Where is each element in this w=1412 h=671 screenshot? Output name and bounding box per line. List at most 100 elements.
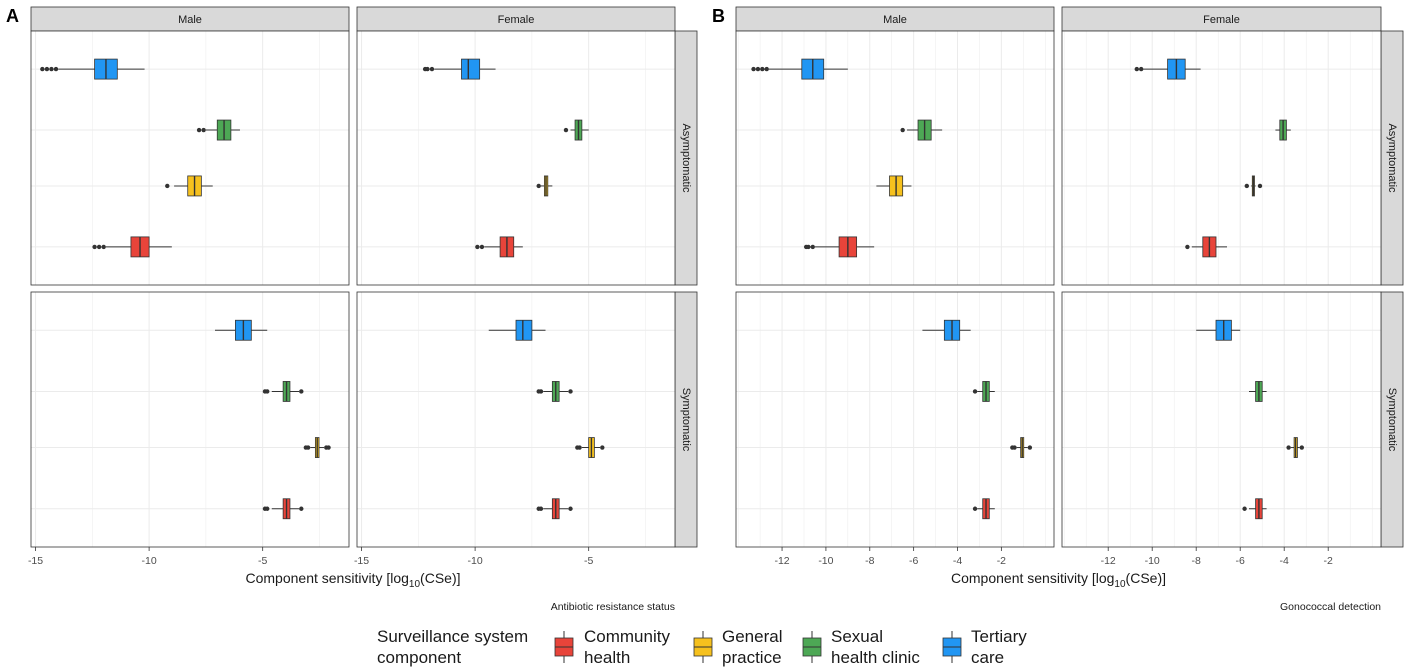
x-axis-title-main: Component sensitivity [log: [246, 570, 409, 586]
legend-label-line2: care: [971, 648, 1004, 667]
outlier-point: [600, 445, 605, 450]
box-sexual-health-clinic: [972, 381, 995, 402]
strip-label-female: Female: [1203, 14, 1240, 26]
outlier-point: [49, 66, 54, 72]
x-axis-title-tail: (CSe)]: [420, 570, 460, 586]
box-community-health: [803, 236, 875, 258]
box-community-health: [262, 498, 304, 520]
box-general-practice: [303, 437, 331, 458]
box-community-health: [475, 236, 523, 258]
panel-female-asymptomatic: [356, 30, 676, 286]
x-tick-label: -10: [818, 555, 833, 567]
panel-border: [30, 291, 350, 548]
box-general-practice: [165, 175, 213, 197]
box-sexual-health-clinic: [563, 119, 589, 141]
panel-male-symptomatic: [30, 291, 350, 548]
box-sexual-health-clinic: [1249, 381, 1267, 402]
outlier-point: [262, 506, 268, 511]
legend-title-line1: Surveillance system: [377, 627, 528, 646]
outlier-point: [751, 66, 756, 72]
box-sexual-health-clinic: [262, 381, 304, 402]
outlier-point: [201, 127, 206, 133]
outlier-point: [1244, 183, 1250, 189]
panel-background: [31, 31, 349, 285]
box-tertiary-care: [214, 319, 268, 341]
x-axis-title-tail: (CSe)]: [1126, 570, 1166, 586]
legend-item-general-practice[interactable]: General practice: [693, 627, 782, 667]
x-tick-label: -10: [142, 555, 157, 567]
outlier-point: [299, 389, 304, 394]
x-axis-title-main: Component sensitivity [log: [951, 570, 1114, 586]
chart-a: A Male Female Asymptomatic Symptomatic -15 -10…: [6, 6, 698, 613]
panel-male-asymptomatic: [735, 30, 1055, 286]
outlier-point: [303, 445, 309, 450]
outlier-point: [810, 244, 815, 250]
x-tick-label: -4: [1280, 555, 1289, 567]
outlier-point: [536, 506, 541, 511]
x-tick-label: -15: [354, 555, 369, 567]
box-general-practice: [575, 437, 605, 458]
box-general-practice: [1010, 437, 1033, 458]
box-community-health: [92, 236, 172, 258]
box-general-practice: [536, 175, 553, 197]
x-tick-label: -8: [865, 555, 874, 567]
outlier-point: [1299, 445, 1305, 450]
x-axis-title: Component sensitivity [log10(CSe)]: [951, 570, 1166, 590]
x-axis-title-subscript: 10: [409, 579, 421, 590]
x-tick-label: -6: [909, 555, 918, 567]
panel-border: [735, 30, 1055, 286]
box-tertiary-care: [751, 58, 848, 80]
outlier-point: [1010, 445, 1015, 450]
box-community-health: [1185, 236, 1227, 258]
strip-label-male: Male: [178, 14, 202, 26]
outlier-point: [755, 66, 761, 72]
outlier-point: [326, 445, 331, 450]
strip-label-female: Female: [498, 14, 535, 26]
legend-item-tertiary-care[interactable]: Tertiary care: [942, 627, 1027, 667]
legend-label-line2: health: [584, 648, 630, 667]
panel-male-symptomatic: [735, 291, 1055, 548]
legend-label-line1: Community: [584, 627, 670, 646]
outlier-point: [1027, 445, 1033, 450]
box-community-health: [536, 498, 573, 520]
outlier-point: [972, 506, 978, 511]
outlier-point: [536, 183, 541, 189]
box-general-practice: [876, 175, 912, 197]
outlier-point: [422, 66, 428, 72]
x-tick-label: -12: [1101, 555, 1116, 567]
box-sexual-health-clinic: [196, 119, 240, 141]
outlier-point: [760, 66, 765, 72]
x-tick-label: -8: [1192, 555, 1201, 567]
strip-label-asymptomatic: Asymptomatic: [1386, 123, 1398, 193]
legend-label-line1: Sexual: [831, 627, 883, 646]
outlier-point: [40, 66, 45, 72]
panel-background: [31, 292, 349, 547]
legend-title-line2: component: [377, 648, 461, 667]
outlier-point: [568, 506, 573, 511]
panel-letter: B: [712, 6, 725, 26]
outlier-point: [101, 244, 106, 250]
x-tick-label: -5: [584, 555, 593, 567]
legend-label-line2: practice: [722, 648, 782, 667]
x-tick-label: -4: [953, 555, 962, 567]
legend-item-sexual-health-clinic[interactable]: Sexual health clinic: [802, 627, 920, 667]
x-tick-label: -2: [1324, 555, 1333, 567]
outlier-point: [972, 389, 978, 394]
box-tertiary-care: [1196, 319, 1241, 341]
outlier-point: [1286, 445, 1291, 450]
outlier-point: [299, 506, 304, 511]
outlier-point: [1242, 506, 1247, 511]
x-tick-label: -12: [774, 555, 789, 567]
strip-label-symptomatic: Symptomatic: [680, 388, 692, 452]
outlier-point: [479, 244, 485, 250]
outlier-point: [1257, 183, 1263, 189]
outlier-point: [165, 183, 170, 189]
outlier-point: [429, 66, 435, 72]
panel-female-asymptomatic: [1061, 30, 1382, 286]
legend-item-community-health[interactable]: Community health: [554, 627, 670, 667]
outlier-point: [575, 445, 580, 450]
outlier-point: [1134, 66, 1140, 72]
box-tertiary-care: [488, 319, 546, 341]
box-tertiary-care: [422, 58, 496, 80]
